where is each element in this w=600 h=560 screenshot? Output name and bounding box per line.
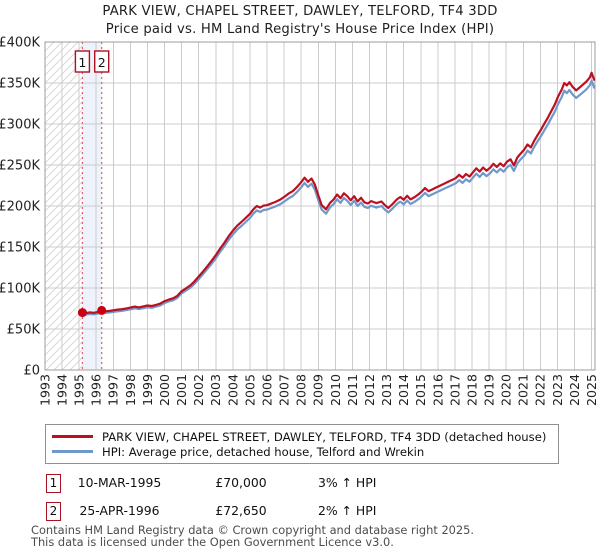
page-subtitle: Price paid vs. HM Land Registry's House …	[105, 22, 495, 37]
svg-text:£50K: £50K	[7, 323, 41, 338]
svg-text:2020: 2020	[499, 374, 514, 406]
svg-text:2004: 2004	[225, 374, 240, 406]
svg-text:1996: 1996	[89, 374, 104, 406]
svg-text:£350K: £350K	[0, 77, 40, 92]
svg-text:1999: 1999	[140, 374, 155, 406]
sale-row-1: 1 10-MAR-1995 £70,000 3% ↑ HPI	[0, 474, 600, 494]
property-price-line	[81, 71, 596, 315]
svg-text:2011: 2011	[345, 374, 360, 406]
svg-text:2002: 2002	[191, 374, 206, 406]
svg-text:1994: 1994	[54, 374, 69, 406]
sale-hpi-delta: 2% ↑ HPI	[318, 503, 377, 518]
sale-hpi-delta: 3% ↑ HPI	[318, 475, 377, 490]
legend-item-hpi: HPI: Average price, detached house, Telf…	[46, 444, 546, 459]
svg-text:2013: 2013	[379, 374, 394, 406]
sale-flag-box	[94, 50, 110, 73]
svg-text:2018: 2018	[464, 374, 479, 406]
svg-text:2012: 2012	[362, 374, 377, 406]
sale-price: £72,650	[215, 503, 267, 518]
svg-text:2014: 2014	[396, 374, 411, 406]
sale-price: £70,000	[215, 475, 267, 490]
sale-number-badge: 1	[46, 474, 61, 493]
svg-text:£0: £0	[23, 364, 40, 379]
legend-box: PARK VIEW, CHAPEL STREET, DAWLEY, TELFOR…	[45, 424, 560, 464]
svg-text:2021: 2021	[516, 374, 531, 406]
plot-border	[44, 41, 596, 371]
sale-flag-box	[74, 50, 91, 73]
sale-marker-dot	[97, 305, 107, 315]
svg-text:2023: 2023	[550, 374, 565, 406]
sale-date: 10-MAR-1995	[77, 475, 162, 490]
price-history-chart: £0 £50K £100K £150K £200K £250K £300K £350K £400…	[0, 36, 599, 407]
svg-text:2003: 2003	[208, 374, 223, 406]
svg-text:1998: 1998	[123, 374, 138, 406]
svg-text:2010: 2010	[328, 374, 343, 406]
svg-text:£150K: £150K	[0, 241, 40, 256]
svg-text:2016: 2016	[430, 374, 445, 406]
svg-text:£400K: £400K	[0, 36, 40, 51]
hpi-line	[81, 79, 596, 316]
svg-text:1995: 1995	[72, 374, 87, 406]
svg-text:2022: 2022	[533, 374, 548, 406]
svg-text:2015: 2015	[413, 374, 428, 406]
svg-text:2001: 2001	[174, 374, 189, 406]
svg-text:£200K: £200K	[0, 200, 40, 215]
sale-row-2: 2 25-APR-1996 £72,650 2% ↑ HPI	[0, 502, 600, 522]
svg-text:2009: 2009	[311, 374, 326, 406]
sale-flag-number: 2	[98, 55, 106, 70]
svg-text:£100K: £100K	[0, 282, 40, 297]
svg-text:2019: 2019	[481, 374, 496, 406]
x-axis-labels: 1993 1994 1995 1996 1997 1998 1999 2000 2001 2002…	[37, 374, 599, 406]
legend-item-label: HPI: Average price, detached house, Telf…	[102, 444, 425, 459]
footer-line-1: Contains HM Land Registry data © Crown c…	[31, 523, 475, 537]
sale-marker-dot	[77, 308, 87, 318]
page-title: PARK VIEW, CHAPEL STREET, DAWLEY, TELFOR…	[102, 4, 498, 19]
svg-text:£250K: £250K	[0, 159, 40, 174]
sale-date: 25-APR-1996	[79, 503, 160, 518]
y-axis-labels: £0 £50K £100K £150K £200K £250K £300K £350K £400…	[0, 36, 40, 379]
svg-text:2005: 2005	[242, 374, 257, 406]
svg-text:2024: 2024	[567, 374, 582, 406]
hpi-line-swatch	[52, 450, 93, 453]
property-line-swatch	[52, 435, 93, 438]
svg-text:2017: 2017	[447, 374, 462, 406]
footer-line-2: This data is licensed under the Open Gov…	[31, 534, 394, 549]
svg-text:2007: 2007	[277, 374, 292, 406]
svg-text:1997: 1997	[106, 374, 121, 406]
svg-text:1993: 1993	[37, 374, 52, 406]
svg-text:2000: 2000	[157, 374, 172, 406]
sale-flag-number: 1	[78, 55, 86, 70]
svg-text:2025: 2025	[584, 374, 599, 406]
legend-item-label: PARK VIEW, CHAPEL STREET, DAWLEY, TELFOR…	[102, 429, 547, 444]
license-footer: Contains HM Land Registry data © Crown c…	[31, 523, 475, 549]
svg-text:2006: 2006	[259, 374, 274, 406]
sale-number-badge: 2	[46, 502, 61, 521]
svg-text:£300K: £300K	[0, 118, 40, 133]
legend-item-property: PARK VIEW, CHAPEL STREET, DAWLEY, TELFOR…	[46, 429, 546, 444]
svg-text:2008: 2008	[294, 374, 309, 406]
